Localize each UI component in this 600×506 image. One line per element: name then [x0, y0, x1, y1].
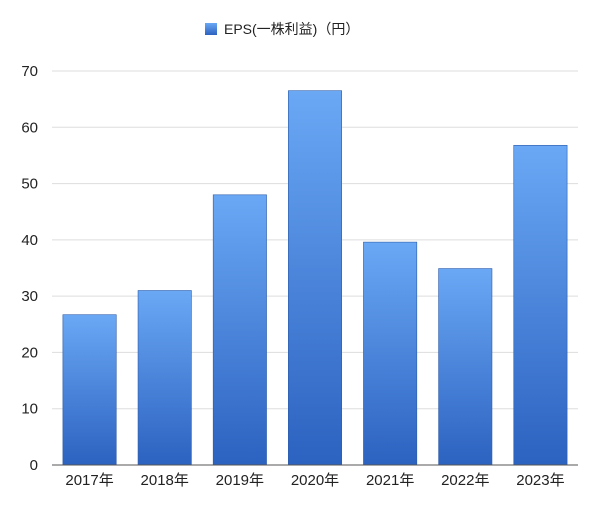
bars — [62, 90, 568, 466]
y-tick-label: 70 — [21, 63, 38, 80]
y-tick-label: 10 — [21, 401, 38, 418]
y-tick-label: 60 — [21, 119, 38, 136]
y-tick-label: 30 — [21, 288, 38, 305]
x-tick-label: 2019年 — [216, 472, 264, 489]
x-tick-label: 2022年 — [441, 472, 489, 489]
bar-2021年 — [363, 241, 418, 466]
bar-2017年 — [62, 314, 117, 466]
x-tick-label: 2017年 — [65, 472, 113, 489]
legend-swatch — [205, 23, 217, 35]
y-axis-ticks: 0 10 20 30 40 50 60 70 — [21, 63, 38, 474]
x-axis-ticks: 2017年 2018年 2019年 2020年 2021年 2022年 2023年 — [65, 472, 564, 489]
bar-2019年 — [212, 194, 267, 466]
legend-label: EPS(一株利益)（円） — [224, 21, 359, 37]
x-tick-label: 2020年 — [291, 472, 339, 489]
y-tick-label: 40 — [21, 232, 38, 249]
y-tick-label: 0 — [30, 457, 38, 474]
legend: EPS(一株利益)（円） — [205, 21, 359, 37]
y-tick-label: 50 — [21, 176, 38, 193]
bar-2022年 — [438, 268, 493, 466]
bar-2020年 — [288, 90, 342, 466]
bar-2023年 — [513, 144, 568, 466]
bar-2018年 — [137, 290, 192, 466]
x-tick-label: 2021年 — [366, 472, 414, 489]
y-tick-label: 20 — [21, 344, 38, 361]
x-tick-label: 2023年 — [516, 472, 564, 489]
x-tick-label: 2018年 — [141, 472, 189, 489]
